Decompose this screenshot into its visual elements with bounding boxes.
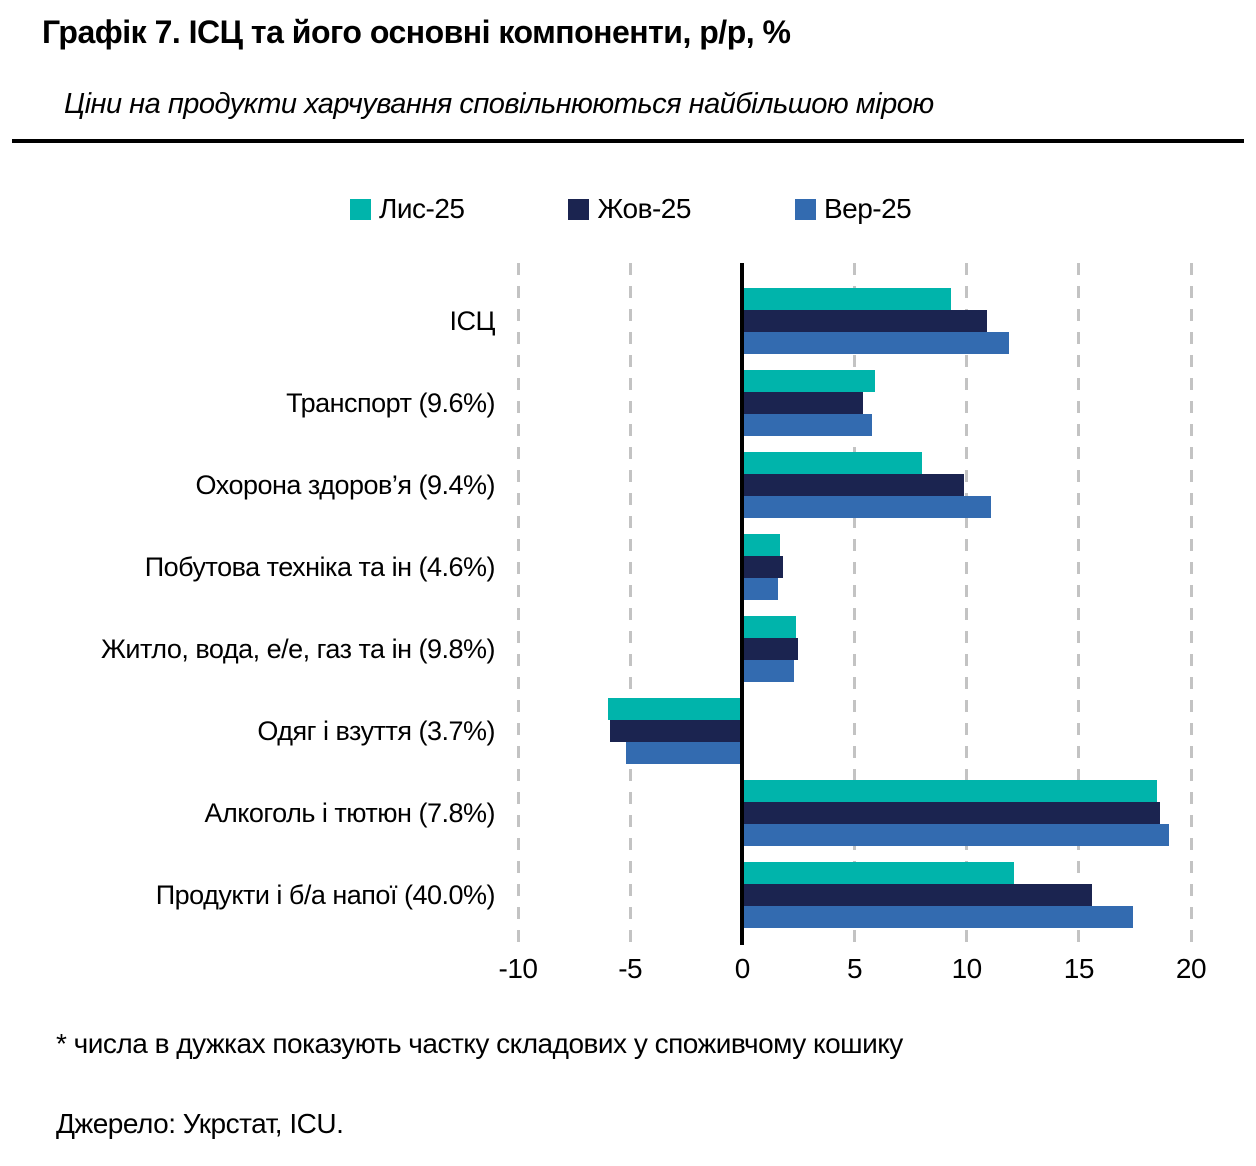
source: Джерело: Укрстат, ICU. (56, 1108, 344, 1139)
category-label: ІСЦ (449, 306, 496, 336)
x-tick-label-0: 0 (734, 953, 751, 984)
bar-Жов-25-2 (742, 392, 864, 414)
bar-Жов-25-8 (742, 884, 1093, 906)
gridline-x-10 (965, 263, 969, 945)
x-tick-label--5: -5 (618, 953, 643, 984)
legend-item-Жов-25: Жов-25 (568, 193, 691, 225)
bar-Вер-25-3 (742, 496, 992, 518)
bar-chart: ІСЦ Транспорт (9.6%) Охорона здоров’я (9.4… (0, 263, 1256, 993)
gridline-x-5 (853, 263, 856, 945)
bar-Лис-25-2 (742, 370, 875, 392)
gridline-x--5 (628, 263, 632, 945)
legend-label: Жов-25 (597, 193, 691, 224)
bar-Жов-25-1 (742, 310, 987, 332)
bar-Лис-25-5 (742, 616, 797, 638)
x-axis: -10 -5 0 5 10 15 20 (499, 953, 1207, 989)
bar-Вер-25-6 (625, 742, 743, 764)
plot-area (516, 263, 1193, 945)
bar-Вер-25-5 (742, 660, 794, 682)
category-label: Охорона здоров’я (9.4%) (195, 470, 496, 500)
x-tick-label-5: 5 (846, 953, 863, 984)
category-label: Одяг і взуття (3.7%) (257, 716, 495, 746)
category-label: Житло, вода, е/е, газ та ін (9.8%) (101, 634, 496, 664)
category-label: Продукти і б/а напої (40.0%) (155, 880, 496, 910)
bar-Лис-25-6 (607, 698, 743, 720)
x-tick-label-10: 10 (951, 953, 983, 984)
bar-Вер-25-7 (742, 824, 1169, 846)
bar-Жов-25-5 (742, 638, 799, 660)
footnote: * числа в дужках показують частку складо… (56, 1028, 903, 1059)
legend-label: Вер-25 (823, 193, 912, 224)
bar-Жов-25-3 (742, 474, 965, 496)
legend-item-Вер-25: Вер-25 (794, 193, 912, 225)
bar-Лис-25-4 (742, 534, 781, 556)
title-divider (12, 139, 1244, 143)
bar-Лис-25-8 (742, 862, 1014, 884)
chart-legend: Лис-25 Жов-25 Вер-25 (350, 193, 912, 225)
category-label: Побутова техніка та ін (4.6%) (144, 552, 496, 582)
legend-marker-icon (568, 198, 590, 220)
figure-title: Графік 7. ІСЦ та його основні компоненти… (42, 14, 791, 50)
x-tick-label--10: -10 (498, 953, 538, 984)
legend-label: Лис-25 (379, 193, 465, 224)
legend-item-Лис-25: Лис-25 (350, 193, 465, 225)
bar-Лис-25-1 (742, 288, 951, 310)
bar-Жов-25-4 (742, 556, 783, 578)
gridline-x--10 (516, 263, 520, 945)
bar-Лис-25-3 (742, 452, 922, 474)
gridline-x-20 (1189, 263, 1193, 945)
category-label: Алкоголь і тютюн (7.8%) (204, 798, 496, 828)
legend-marker-icon (350, 198, 371, 220)
category-label: Транспорт (9.6%) (286, 388, 495, 418)
gridline-x-15 (1077, 263, 1081, 945)
x-tick-label-15: 15 (1063, 953, 1095, 984)
bar-Жов-25-6 (609, 720, 743, 742)
bar-Вер-25-2 (742, 414, 873, 436)
figure-subtitle: Ціни на продукти харчування сповільнюють… (64, 88, 934, 120)
x-tick-label-20: 20 (1175, 953, 1207, 984)
category-labels: ІСЦ Транспорт (9.6%) Охорона здоров’я (9.4… (0, 263, 496, 945)
bar-Вер-25-8 (742, 906, 1133, 928)
bar-Лис-25-7 (742, 780, 1158, 802)
bar-Вер-25-1 (742, 332, 1010, 354)
zero-axis-line (740, 263, 745, 945)
legend-marker-icon (794, 198, 816, 220)
bar-Вер-25-4 (742, 578, 779, 600)
bar-Жов-25-7 (742, 802, 1160, 824)
